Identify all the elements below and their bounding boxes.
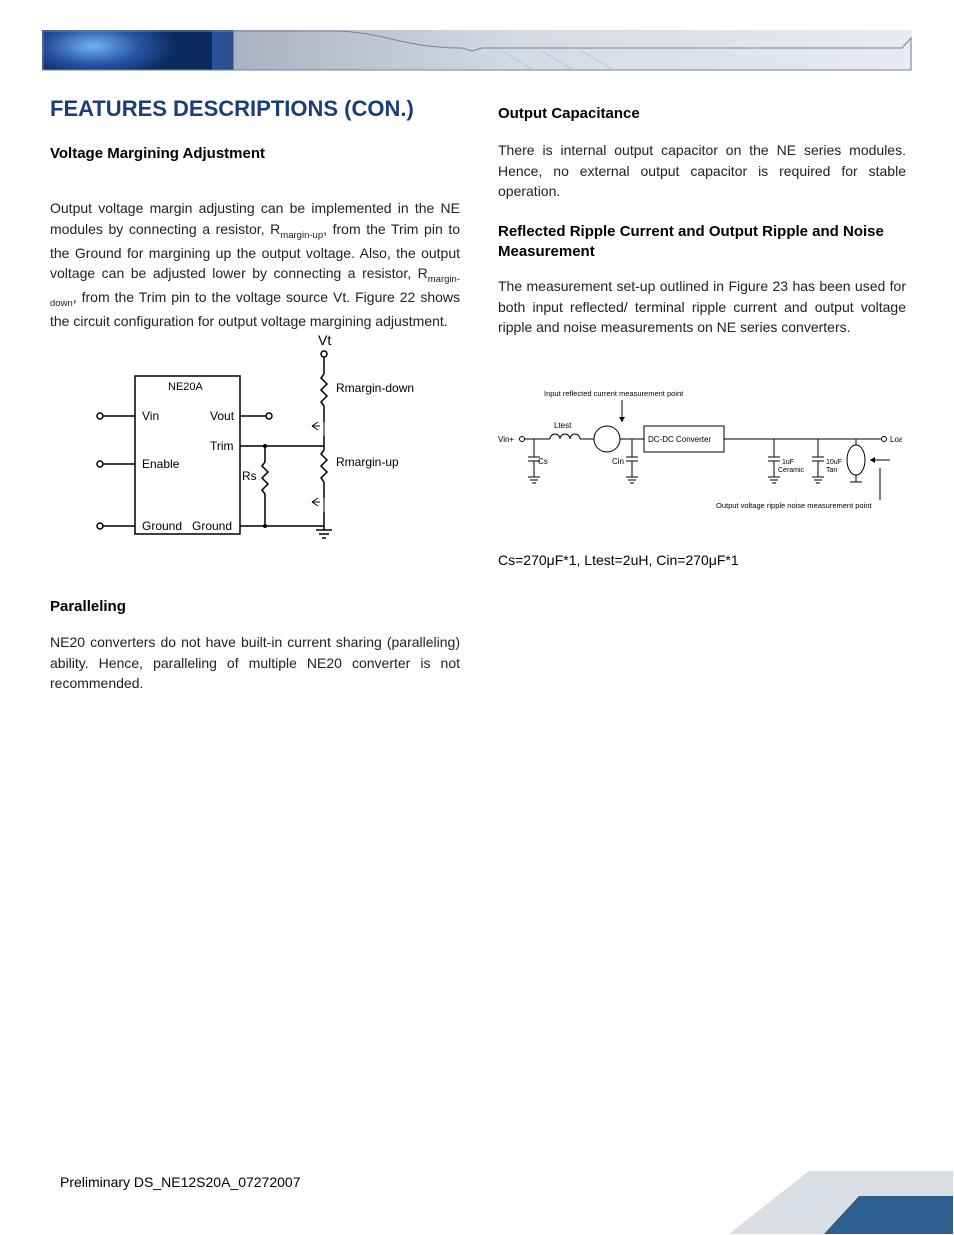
vin-plus-label: Vin+ — [498, 435, 514, 444]
output-meas-label: Output voltage ripple noise measurement … — [716, 501, 872, 510]
rs-label: Rs — [242, 469, 257, 483]
voltage-margining-heading: Voltage Margining Adjustment — [50, 145, 460, 162]
header-banner-outline — [42, 30, 912, 74]
dcdc-label: DC-DC Converter — [648, 435, 711, 444]
enable-label: Enable — [142, 457, 180, 471]
output-capacitance-body: There is internal output capacitor on th… — [498, 140, 906, 202]
vout-label: Vout — [210, 409, 235, 423]
c1-label: 1uF — [782, 459, 794, 466]
figure-22-circuit: Vt Rmargin-down Rmargin-up Rs NE20A Vin … — [60, 330, 470, 550]
ripple-heading: Reflected Ripple Current and Output Ripp… — [498, 222, 906, 261]
ground1-label: Ground — [142, 519, 182, 533]
figure-23-diagram: Vin+ Ltest Input reflected current measu… — [494, 382, 902, 522]
rmu-label: Rmargin-up — [336, 455, 399, 469]
footer-corner-graphic — [729, 1170, 954, 1235]
vin-label: Vin — [142, 409, 159, 423]
trim-label: Trim — [210, 439, 234, 453]
page-title: FEATURES DESCRIPTIONS (CON.) — [50, 96, 414, 122]
c1b-label: Ceramic — [778, 467, 805, 474]
input-meas-label: Input reflected current measurement poin… — [544, 389, 684, 398]
figure-23-caption: Cs=270μF*1, Ltest=2uH, Cin=270μF*1 — [498, 552, 906, 568]
vm-sub1: margin-up — [280, 230, 323, 241]
load-label: Load — [890, 435, 902, 444]
cs-label: Cs — [538, 457, 548, 466]
footer-docid: Preliminary DS_NE12S20A_07272007 — [60, 1174, 300, 1190]
ltest-label: Ltest — [554, 421, 572, 430]
ground2-label: Ground — [192, 519, 232, 533]
output-capacitance-heading: Output Capacitance — [498, 105, 906, 122]
module-label: NE20A — [168, 381, 204, 393]
voltage-margining-body: Output voltage margin adjusting can be i… — [50, 198, 460, 332]
c2-label: 10uF — [826, 459, 842, 466]
rmd-label: Rmargin-down — [336, 381, 414, 395]
c2b-label: Tan — [826, 467, 837, 474]
cin-label: Cin — [612, 457, 624, 466]
ripple-body: The measurement set-up outlined in Figur… — [498, 276, 906, 338]
vt-label: Vt — [318, 332, 331, 348]
vm-body-mid2: , from the Trim pin to the voltage sourc… — [50, 289, 460, 329]
paralleling-heading: Paralleling — [50, 598, 460, 615]
paralleling-body: NE20 converters do not have built-in cur… — [50, 632, 460, 694]
